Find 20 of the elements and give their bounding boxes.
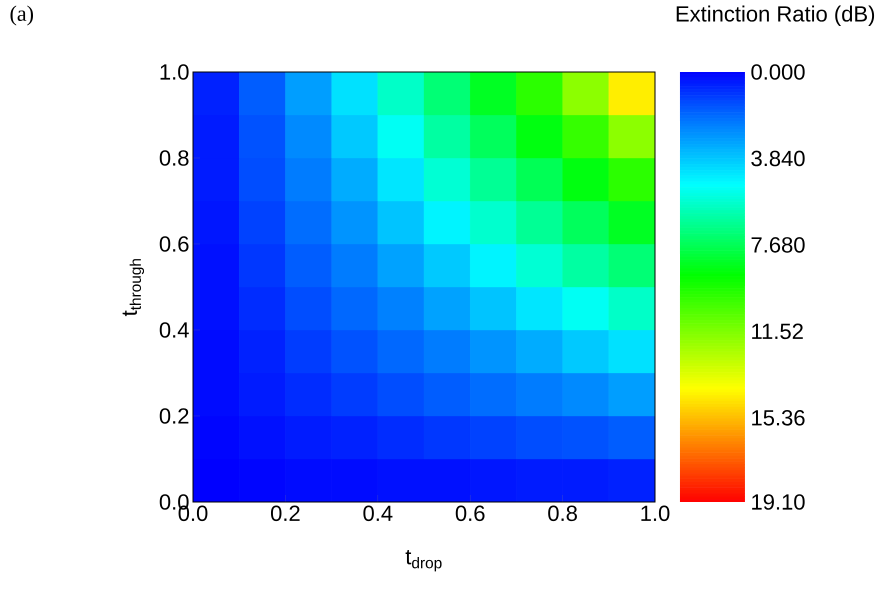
y-axis-title: t$_{through}$ (122, 259, 144, 316)
x-tick-label: 0.4 (363, 506, 392, 522)
x-axis-title: t$_{drop}$ (406, 550, 442, 572)
y-tick-label: 0.8 (160, 150, 189, 166)
x-tick-label: 0.8 (548, 506, 577, 522)
color-bar-label: 19.10 (752, 494, 805, 510)
color-bar-label: 0.000 (751, 64, 805, 80)
y-tick-label: 0.6 (160, 236, 189, 252)
text: (a) (10, 6, 34, 26)
color-bar-title: Extinction Ratio (dB) (676, 6, 874, 26)
y-tick-label: 0.4 (160, 322, 189, 338)
y-tick-label: 1.0 (160, 64, 189, 80)
x-tick-label: 1.0 (641, 506, 670, 522)
color-bar-label: 11.52 (752, 324, 803, 340)
y-tick-label: 0.2 (160, 408, 188, 424)
color-bar-label: 3.840 (751, 150, 805, 166)
x-tick-label: 0.6 (456, 506, 485, 522)
color-bar-label: 15.36 (752, 410, 805, 426)
color-bar-label: 7.680 (752, 237, 805, 253)
x-tick-label: 0.2 (270, 506, 300, 522)
